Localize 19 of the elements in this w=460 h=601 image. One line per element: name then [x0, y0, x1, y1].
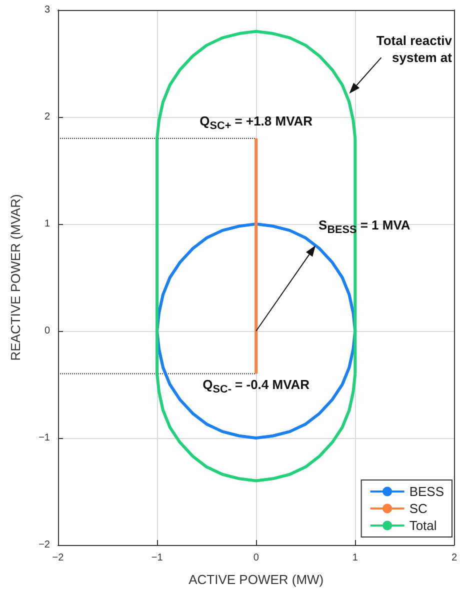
y-tick-label: 2 — [44, 112, 50, 122]
x-tick-label: 1 — [352, 552, 358, 564]
y-axis-title: REACTIVE POWER (MVAR) — [8, 194, 23, 361]
annotation: Total reactiv system at — [376, 32, 452, 66]
annotation: Q$_{SC+}$ = +1.8 MVAR — [200, 112, 313, 134]
legend-label: BESS — [409, 484, 444, 499]
x-tick-label: −1 — [151, 552, 164, 564]
y-tick-label: 1 — [44, 218, 50, 230]
y-tick-label: −1 — [38, 432, 50, 444]
legend-label: SC — [409, 501, 428, 516]
y-tick-label: −2 — [38, 540, 50, 550]
x-tick-label: 0 — [253, 552, 260, 564]
annotation: Q$_{SC-}$ = -0.4 MVAR — [202, 376, 310, 398]
legend-label: Total — [409, 518, 437, 533]
y-tick-label: 3 — [44, 4, 50, 16]
y-tick-label: 0 — [44, 326, 50, 336]
x-axis-title: ACTIVE POWER (MW) — [188, 572, 324, 587]
x-tick-label: −2 — [52, 552, 64, 564]
x-tick-label: 2 — [451, 552, 458, 564]
